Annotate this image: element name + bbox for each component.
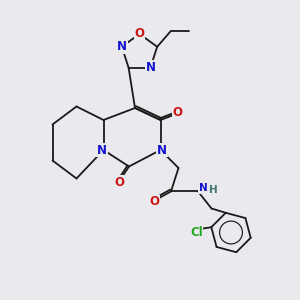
Text: O: O: [134, 27, 145, 40]
Text: N: N: [117, 40, 127, 53]
Text: N: N: [97, 143, 107, 157]
Text: O: O: [149, 195, 160, 208]
Text: N: N: [157, 143, 167, 157]
Text: N: N: [199, 183, 208, 193]
Text: O: O: [114, 176, 124, 189]
Text: N: N: [146, 61, 155, 74]
Text: H: H: [209, 184, 218, 195]
Text: Cl: Cl: [190, 226, 203, 239]
Text: O: O: [172, 106, 183, 119]
